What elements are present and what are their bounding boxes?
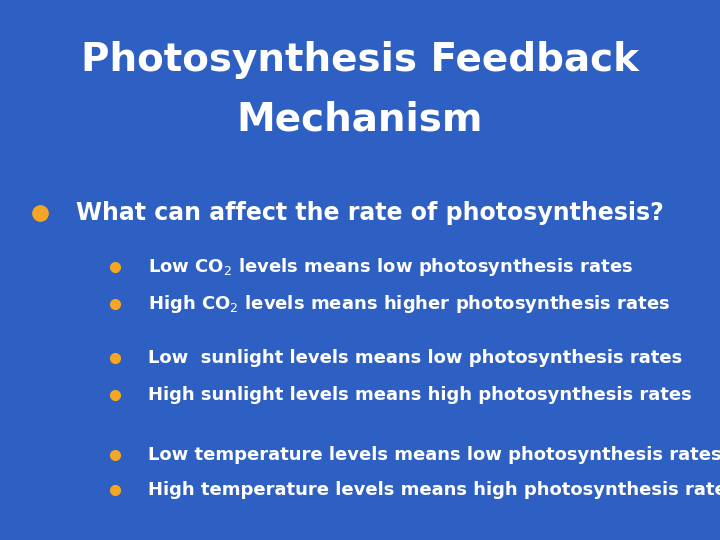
Text: High sunlight levels means high photosynthesis rates: High sunlight levels means high photosyn…	[148, 386, 691, 404]
Text: Mechanism: Mechanism	[237, 101, 483, 139]
Text: What can affect the rate of photosynthesis?: What can affect the rate of photosynthes…	[76, 201, 663, 225]
Text: Photosynthesis Feedback: Photosynthesis Feedback	[81, 41, 639, 79]
Text: Low  sunlight levels means low photosynthesis rates: Low sunlight levels means low photosynth…	[148, 349, 682, 367]
Text: High CO$_2$ levels means higher photosynthesis rates: High CO$_2$ levels means higher photosyn…	[148, 293, 670, 315]
Text: High temperature levels means high photosynthesis rates: High temperature levels means high photo…	[148, 481, 720, 499]
Text: Low CO$_2$ levels means low photosynthesis rates: Low CO$_2$ levels means low photosynthes…	[148, 256, 633, 278]
Text: Low temperature levels means low photosynthesis rates: Low temperature levels means low photosy…	[148, 446, 720, 463]
